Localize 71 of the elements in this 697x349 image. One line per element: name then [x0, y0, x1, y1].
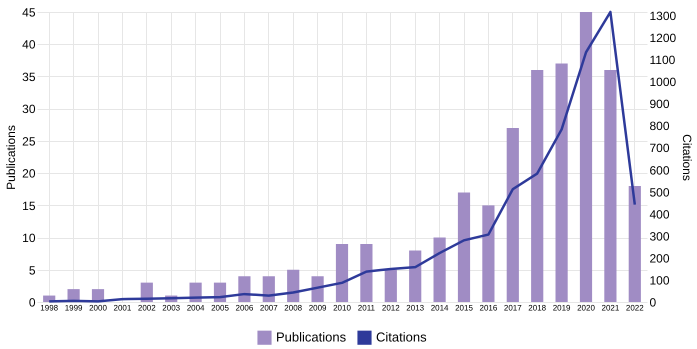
- x-tick-label: 1998: [40, 304, 59, 312]
- bar: [238, 276, 250, 302]
- x-tick-label: 2010: [333, 304, 352, 312]
- y-tick-label: 15: [22, 198, 36, 213]
- y2-axis-title: Citations: [680, 134, 694, 181]
- x-tick-label: 2000: [89, 304, 108, 312]
- y2-tick-label: 1200: [650, 31, 677, 46]
- x-tick-label: 2008: [284, 304, 303, 312]
- x-tick-label: 2022: [626, 304, 644, 312]
- bar: [384, 270, 397, 302]
- y-tick-label: 40: [22, 38, 36, 52]
- x-tick-label: 2011: [358, 304, 376, 312]
- y-tick-label: 20: [22, 166, 36, 181]
- x-tick-label: 2021: [602, 304, 620, 312]
- bar: [580, 12, 592, 302]
- bar: [336, 244, 348, 302]
- y2-tick-label: 300: [650, 229, 670, 244]
- bar: [312, 276, 324, 302]
- y2-tick-label: 1300: [650, 9, 677, 24]
- bar: [604, 70, 616, 302]
- line-series: [48, 10, 636, 303]
- y-tick-label: 10: [22, 231, 36, 246]
- y-tick-label: 35: [22, 70, 36, 84]
- x-tick-label: 2015: [455, 304, 474, 312]
- x-tick-label: 2016: [480, 304, 498, 312]
- bar: [409, 250, 422, 302]
- bar: [506, 128, 519, 302]
- x-tick-label: 2004: [186, 304, 206, 312]
- y2-tick-label: 500: [650, 185, 670, 200]
- x-tick-label: 2013: [406, 304, 425, 312]
- bar: [458, 192, 470, 302]
- y-tick-label: 5: [28, 263, 36, 278]
- y2-tick-label: 900: [650, 97, 670, 112]
- x-tick-label: 2009: [308, 304, 328, 312]
- bar: [628, 186, 641, 302]
- y-tick-label: 25: [22, 134, 36, 148]
- x-tick-label: 2017: [504, 304, 522, 312]
- bar: [287, 270, 300, 302]
- x-tick-label: 2018: [528, 304, 547, 312]
- y2-tick-label: 1000: [650, 75, 677, 90]
- y-tick-label: 30: [22, 102, 36, 116]
- y2-tick-label: 800: [650, 119, 670, 134]
- y2-tick-label: 700: [650, 141, 670, 156]
- x-tick-label: 1999: [64, 304, 84, 312]
- x-tick-label: 2019: [552, 304, 572, 312]
- x-tick-label: 2012: [382, 304, 400, 312]
- legend-label: Publications: [276, 330, 347, 345]
- x-tick-label: 2006: [236, 304, 254, 312]
- bar: [434, 238, 446, 302]
- bar: [556, 64, 568, 302]
- y2-tick-label: 1100: [650, 53, 676, 68]
- y2-tick-label: 200: [650, 251, 670, 266]
- x-tick-label: 2020: [577, 304, 596, 312]
- bar: [482, 205, 494, 302]
- bar: [360, 244, 372, 302]
- bar: [262, 276, 275, 302]
- x-tick-label: 2002: [138, 304, 156, 312]
- y2-tick-label: 400: [650, 207, 670, 222]
- y2-tick-label: 100: [650, 273, 670, 288]
- x-tick-label: 2001: [114, 304, 132, 312]
- bar: [531, 70, 544, 302]
- y-tick-label: 0: [28, 296, 36, 310]
- y-tick-label: 45: [22, 6, 36, 20]
- x-tick-label: 2005: [211, 304, 230, 312]
- y2-tick-label: 0: [650, 296, 656, 310]
- y2-tick-label: 600: [650, 163, 670, 178]
- legend-label: Citations: [376, 330, 428, 345]
- x-tick-label: 2014: [430, 304, 450, 312]
- y-axis-title: Publications: [4, 125, 18, 190]
- x-tick-label: 2007: [260, 304, 278, 312]
- x-tick-label: 2003: [162, 304, 181, 312]
